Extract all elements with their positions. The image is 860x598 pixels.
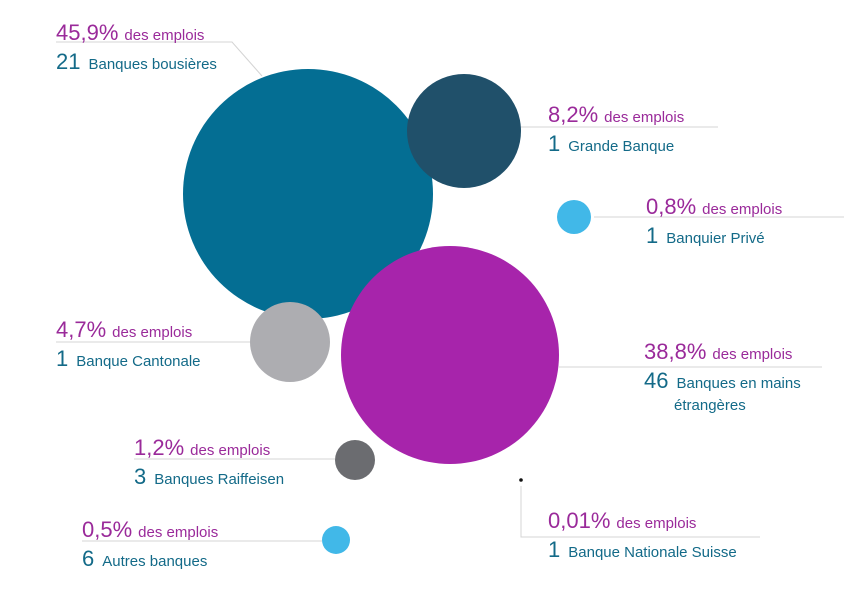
category-label: Autres banques [102,553,207,570]
bubble-label: 45,9% des emplois 21 Banques bousières [56,20,217,74]
share-text: 0,8% des emplois [646,194,782,219]
share-text: 38,8% des emplois [644,339,792,364]
share-value: 8,2% [548,102,598,127]
share-value: 1,2% [134,435,184,460]
share-text: 0,5% des emplois [82,517,218,542]
count-value: 21 [56,49,80,74]
share-value: 0,8% [646,194,696,219]
share-text: 45,9% des emplois [56,20,204,45]
bubble-label: 0,5% des emplois 6 Autres banques [82,517,218,571]
share-text: 8,2% des emplois [548,102,684,127]
bubble-label: 4,7% des emplois 1 Banque Cantonale [56,317,201,371]
share-suffix: des emplois [124,27,204,44]
category-label-cont: étrangères [674,397,746,414]
bubble [335,440,375,480]
share-suffix: des emplois [112,324,192,341]
count-value: 1 [548,537,560,562]
share-value: 38,8% [644,339,706,364]
share-suffix: des emplois [616,515,696,532]
count-value: 6 [82,546,94,571]
count-value: 3 [134,464,146,489]
share-text: 0,01% des emplois [548,508,696,533]
bubble [519,478,523,482]
share-text: 4,7% des emplois [56,317,192,342]
bubble [341,246,559,464]
category-label: Banque Cantonale [76,353,200,370]
share-suffix: des emplois [190,442,270,459]
share-value: 45,9% [56,20,118,45]
category-label: Banquier Privé [666,230,764,247]
count-text: 3 Banques Raiffeisen [134,464,284,489]
count-value: 1 [646,223,658,248]
share-suffix: des emplois [702,201,782,218]
count-text: 1 Banquier Privé [646,223,765,248]
bubble-label: 8,2% des emplois 1 Grande Banque [548,102,684,156]
bubble [183,69,433,319]
category-label: Banques Raiffeisen [154,471,284,488]
bubble [250,302,330,382]
share-text: 1,2% des emplois [134,435,270,460]
category-label: Banque Nationale Suisse [568,544,736,561]
bubble-label: 1,2% des emplois 3 Banques Raiffeisen [134,435,284,489]
share-suffix: des emplois [604,109,684,126]
category-label: Banques bousières [88,56,216,73]
bubble-label: 0,8% des emplois 1 Banquier Privé [646,194,782,248]
count-value: 46 [644,368,668,393]
count-value: 1 [56,346,68,371]
bubble [557,200,591,234]
bubble-label: 38,8% des emplois 46 Banques en mains étrang… [644,339,801,414]
share-value: 0,01% [548,508,610,533]
share-value: 0,5% [82,517,132,542]
bubble [322,526,350,554]
bubble-label: 0,01% des emplois 1 Banque Nationale Suisse [548,508,737,562]
bubble [407,74,521,188]
leader-line [520,486,760,538]
leader-line [56,41,263,77]
count-text: 6 Autres banques [82,546,207,571]
count-value: 1 [548,131,560,156]
share-suffix: des emplois [138,524,218,541]
category-label: Grande Banque [568,138,674,155]
category-label: Banques en mains [676,375,800,392]
share-suffix: des emplois [712,346,792,363]
count-text: 1 Banque Cantonale [56,346,201,371]
share-value: 4,7% [56,317,106,342]
count-text: 46 Banques en mains étrangères [644,368,801,414]
count-text: 21 Banques bousières [56,49,217,74]
count-text: 1 Grande Banque [548,131,674,156]
count-text: 1 Banque Nationale Suisse [548,537,737,562]
